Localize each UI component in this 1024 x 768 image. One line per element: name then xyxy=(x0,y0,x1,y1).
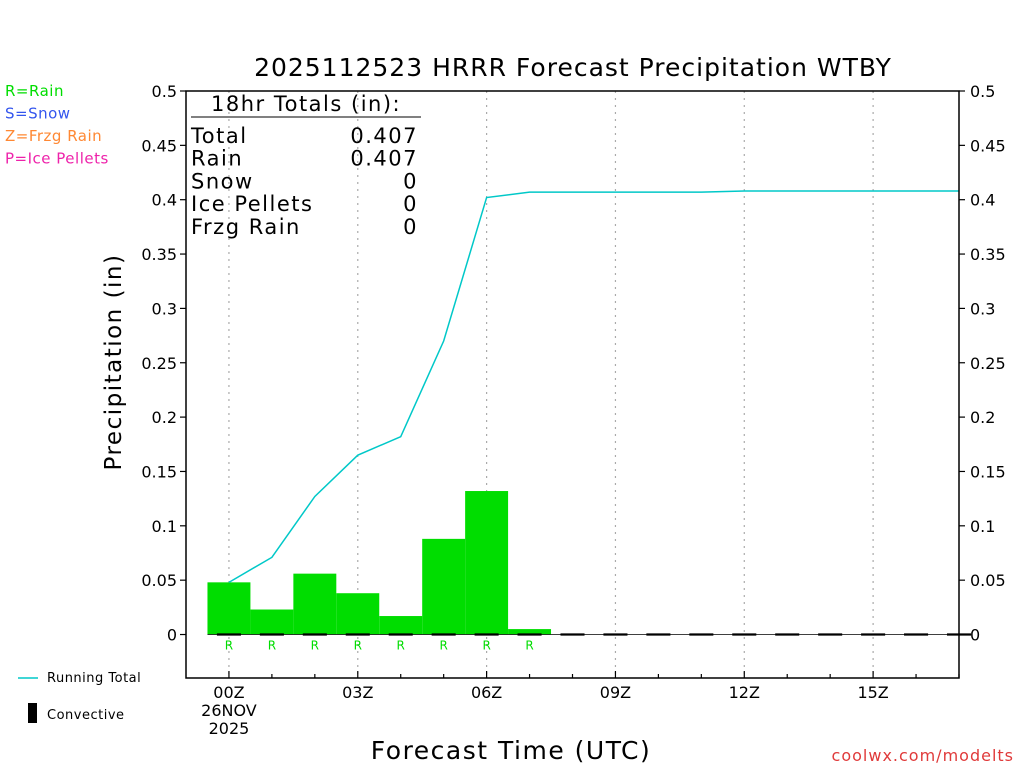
totals-rows: Total 0.407 Rain 0.407 Snow 0 Ice Pellets 0 Frzg… xyxy=(190,124,418,239)
totals-box: 18hr Totals (in): Total 0.407 Rain 0.407 Sno… xyxy=(190,92,421,239)
rain-bars xyxy=(207,491,552,635)
y-tick-label-right: 0.1 xyxy=(970,517,995,536)
y-tick-label-right: 0.05 xyxy=(970,571,1006,590)
running-total-line xyxy=(228,190,959,583)
ptype-legend-item: S=Snow xyxy=(5,105,71,123)
y-tick-label-left: 0.1 xyxy=(152,517,177,536)
y-tick-label-left: 0.35 xyxy=(141,245,177,264)
y-tick-label-left: 0.4 xyxy=(152,191,177,210)
y-tick-label-right: 0.15 xyxy=(970,462,1006,481)
y-tick-label-left: 0.45 xyxy=(141,136,177,155)
site-credit: coolwx.com/modelts xyxy=(832,746,1014,765)
x-tick-label: 09Z xyxy=(600,683,631,702)
y-axis-left: 0 0.05 0.1 0.15 0.2 0.25 0.3 0.35 0.4 0.45 0.5 xyxy=(141,82,186,645)
ptype-legend-item: Z=Frzg Rain xyxy=(5,127,102,145)
rain-bar xyxy=(336,593,380,635)
convective-legend-swatch xyxy=(28,703,37,723)
running-total-legend-label: Running Total xyxy=(47,671,141,686)
precip-type-letter: R xyxy=(268,639,276,653)
totals-row-value: 0.407 xyxy=(350,124,418,148)
totals-row-value: 0 xyxy=(403,169,418,193)
y-tick-label-right: 0.25 xyxy=(970,354,1006,373)
x-tick-label: 12Z xyxy=(729,683,760,702)
running-total-series xyxy=(228,190,959,583)
y-tick-label-right: 0.35 xyxy=(970,245,1006,264)
totals-row-value: 0 xyxy=(403,215,418,239)
precip-type-legend: R=Rain S=Snow Z=Frzg Rain P=Ice Pellets xyxy=(5,82,109,168)
x-tick-label: 15Z xyxy=(857,683,888,702)
y-tick-label-right: 0 xyxy=(970,626,980,645)
rain-bar xyxy=(422,538,466,635)
precip-type-letter: R xyxy=(482,639,490,653)
y-tick-label-left: 0 xyxy=(167,626,177,645)
rain-bar xyxy=(465,491,509,635)
totals-row-value: 0.407 xyxy=(350,147,418,171)
rain-bar xyxy=(379,616,423,635)
x-axis-label: Forecast Time (UTC) xyxy=(371,736,651,765)
x-tick-label: 26NOV xyxy=(201,701,257,720)
y-tick-label-right: 0.2 xyxy=(970,408,995,427)
ptype-legend-item: P=Ice Pellets xyxy=(5,150,109,168)
y-axis-label: Precipitation (in) xyxy=(101,254,127,471)
totals-row-label: Rain xyxy=(191,147,243,171)
rain-bar xyxy=(250,609,294,635)
precip-type-letter: R xyxy=(354,639,362,653)
rain-bar xyxy=(508,629,552,635)
totals-row-label: Snow xyxy=(191,169,254,193)
rain-bar xyxy=(207,582,251,635)
convective-legend-label: Convective xyxy=(47,708,125,723)
totals-heading: 18hr Totals (in): xyxy=(211,92,401,116)
precip-type-letter: R xyxy=(439,639,447,653)
precip-type-letter: R xyxy=(225,639,233,653)
chart-title: 2025112523 HRRR Forecast Precipitation W… xyxy=(254,53,892,82)
series-legend: Running Total Convective xyxy=(18,671,141,723)
totals-row-label: Total xyxy=(190,124,248,148)
y-tick-label-left: 0.5 xyxy=(152,82,177,101)
precip-type-letter: R xyxy=(397,639,405,653)
y-tick-label-right: 0.5 xyxy=(970,82,995,101)
precip-type-letter: R xyxy=(311,639,319,653)
totals-row-label: Frzg Rain xyxy=(191,215,301,239)
y-tick-label-left: 0.3 xyxy=(152,299,177,318)
totals-row-label: Ice Pellets xyxy=(191,192,313,216)
ptype-legend-item: R=Rain xyxy=(5,82,64,100)
y-tick-label-right: 0.3 xyxy=(970,299,995,318)
y-tick-label-left: 0.05 xyxy=(141,571,177,590)
x-tick-label: 03Z xyxy=(342,683,373,702)
y-tick-label-left: 0.25 xyxy=(141,354,177,373)
y-tick-label-left: 0.2 xyxy=(152,408,177,427)
y-axis-right: 0 0.05 0.1 0.15 0.2 0.25 0.3 0.35 0.4 0.45 0.5 xyxy=(959,82,1006,645)
totals-row-value: 0 xyxy=(403,192,418,216)
rain-bar xyxy=(293,573,337,635)
precip-type-letter: R xyxy=(525,639,533,653)
x-tick-label: 2025 xyxy=(209,719,250,738)
x-tick-label: 00Z xyxy=(213,683,244,702)
x-tick-label: 06Z xyxy=(471,683,502,702)
y-tick-label-right: 0.4 xyxy=(970,191,995,210)
y-tick-label-right: 0.45 xyxy=(970,136,1006,155)
y-tick-label-left: 0.15 xyxy=(141,462,177,481)
